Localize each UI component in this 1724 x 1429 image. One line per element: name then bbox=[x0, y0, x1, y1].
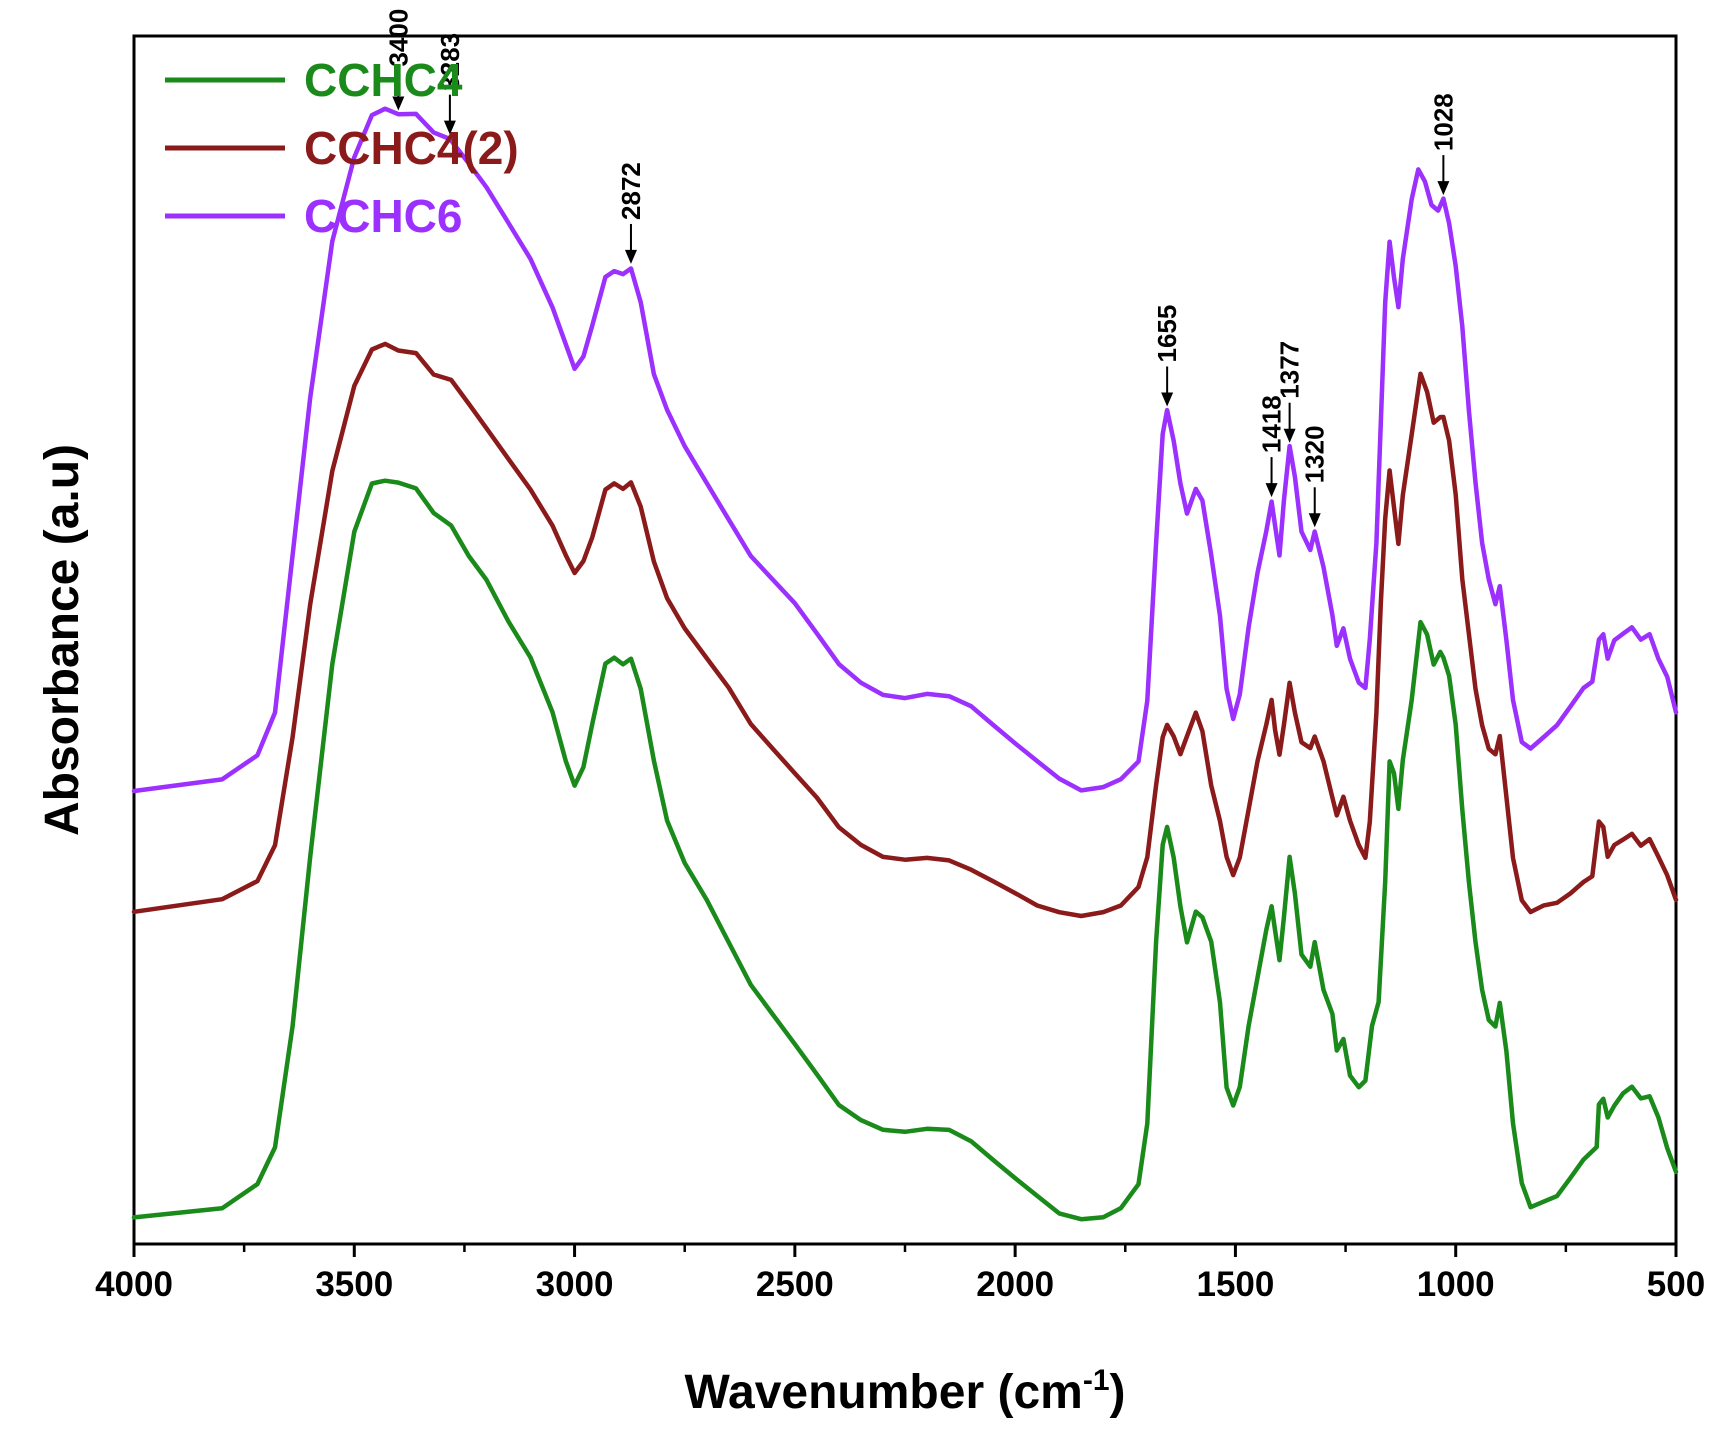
y-axis-title: Absorbance (a.u) bbox=[36, 444, 89, 836]
legend: CCHC4 CCHC4(2) CCHC6 bbox=[165, 54, 519, 242]
legend-label-CCHC4: CCHC4 bbox=[304, 54, 463, 106]
annotation-label-1028: 1028 bbox=[1428, 93, 1458, 151]
annotation-label-2872: 2872 bbox=[616, 162, 646, 220]
annotation-arrowhead-1320 bbox=[1308, 513, 1321, 528]
annotation-arrowhead-1655 bbox=[1161, 392, 1174, 407]
annotation-label-3400: 3400 bbox=[383, 9, 413, 67]
annotation-label-1320: 1320 bbox=[1300, 425, 1330, 483]
legend-label-CCHC4(2): CCHC4(2) bbox=[304, 122, 519, 174]
x-tick-label: 2500 bbox=[756, 1265, 834, 1304]
x-tick-label: 3500 bbox=[315, 1265, 393, 1304]
annotation-arrowhead-3400 bbox=[392, 96, 405, 111]
legend-label-CCHC6: CCHC6 bbox=[304, 190, 462, 242]
series-line-CCHC6 bbox=[131, 106, 1679, 794]
x-tick-label: 2000 bbox=[976, 1265, 1054, 1304]
annotation-label-1655: 1655 bbox=[1152, 305, 1182, 363]
annotation-arrowhead-1377 bbox=[1283, 428, 1296, 443]
x-tick-label: 1000 bbox=[1417, 1265, 1495, 1304]
x-axis-title-sup: -1 bbox=[1083, 1364, 1110, 1397]
x-axis: 4000 3500 3000 2500 2000 1500 1000 500 bbox=[95, 1244, 1705, 1304]
x-axis-title: Wavenumber (cm-1) bbox=[685, 1364, 1126, 1419]
x-tick-label: 500 bbox=[1647, 1265, 1705, 1304]
annotation-arrowhead-1418 bbox=[1265, 483, 1278, 498]
series-layer bbox=[131, 106, 1679, 1222]
annotation-label-1377: 1377 bbox=[1275, 341, 1305, 399]
x-tick-label: 3000 bbox=[536, 1265, 614, 1304]
series-line-CCHC4(2) bbox=[131, 341, 1679, 919]
annotation-arrowhead-1028 bbox=[1437, 181, 1450, 196]
x-tick-label: 4000 bbox=[95, 1265, 173, 1304]
annotation-arrowhead-3283 bbox=[443, 120, 456, 135]
x-tick-label: 1500 bbox=[1196, 1265, 1274, 1304]
x-axis-title-main: Wavenumber (cm bbox=[685, 1366, 1083, 1419]
annotation-label-1418: 1418 bbox=[1257, 395, 1287, 453]
x-axis-title-end: ) bbox=[1110, 1366, 1126, 1419]
annotation-label-3283: 3283 bbox=[435, 33, 465, 91]
annotation-arrowhead-2872 bbox=[624, 249, 637, 264]
series-line-CCHC4 bbox=[131, 478, 1679, 1222]
